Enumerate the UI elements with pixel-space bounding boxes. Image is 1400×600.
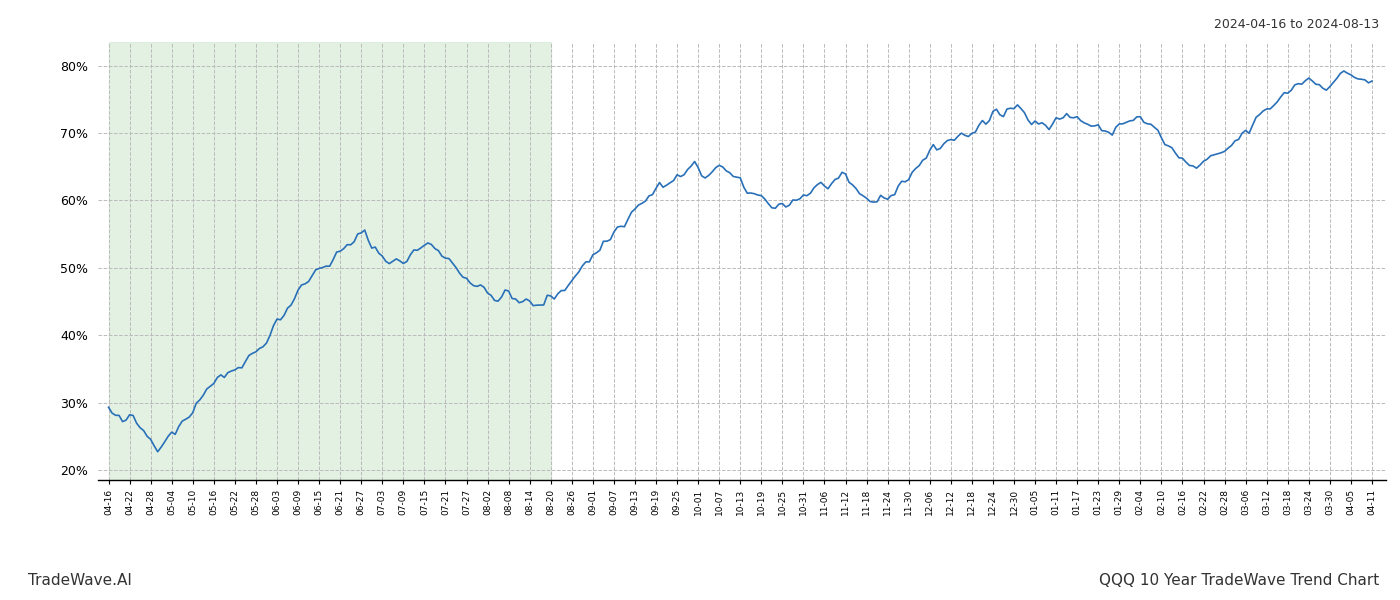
Text: TradeWave.AI: TradeWave.AI xyxy=(28,573,132,588)
Bar xyxy=(109,42,550,480)
Text: 2024-04-16 to 2024-08-13: 2024-04-16 to 2024-08-13 xyxy=(1214,18,1379,31)
Text: QQQ 10 Year TradeWave Trend Chart: QQQ 10 Year TradeWave Trend Chart xyxy=(1099,573,1379,588)
